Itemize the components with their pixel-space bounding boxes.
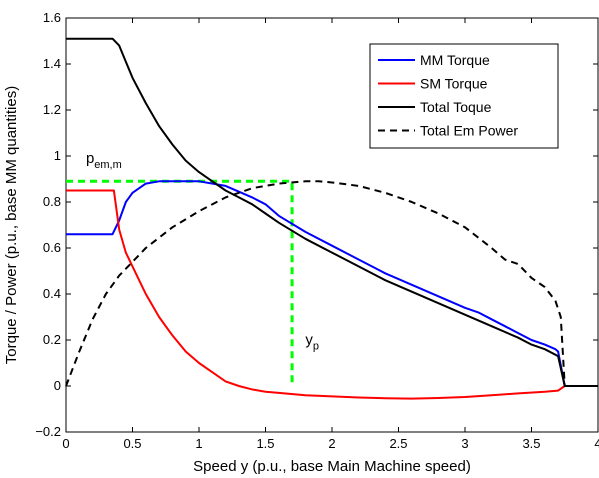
legend-label: Total Em Power <box>420 123 518 139</box>
annotation-yp-sub: p <box>313 341 319 353</box>
x-tick-label: 0 <box>62 436 69 451</box>
tick-labels: 0 0.5 1 1.5 2 2.5 3 3.5 4−0.200.20.40.60.811.21.… <box>35 10 599 451</box>
y-tick-label: 0.8 <box>43 194 61 209</box>
x-axis-label: Speed y (p.u., base Main Machine speed) <box>193 458 471 475</box>
y-tick-label: 1.2 <box>43 102 61 117</box>
x-tick-label: 3 <box>461 436 468 451</box>
y-axis-label: Torque / Power (p.u., base MM quantities… <box>3 86 20 364</box>
series-line-total-toque <box>66 37 598 387</box>
series-line-mm-torque <box>66 180 598 387</box>
x-tick-label: 0.5 <box>123 436 141 451</box>
y-tick-label: 1 <box>54 148 61 163</box>
x-tick-label: 1.5 <box>256 436 274 451</box>
y-tick-label: −0.2 <box>35 424 61 439</box>
y-tick-label: 1.6 <box>43 10 61 25</box>
annotation-pem: pem,m <box>86 150 122 171</box>
x-tick-label: 2.5 <box>389 436 407 451</box>
series-line-sm-torque <box>66 189 598 400</box>
legend-label: Total Toque <box>420 99 492 115</box>
annotation-yp: yp <box>305 332 319 353</box>
legend-label: SM Torque <box>420 76 488 92</box>
legend-label: MM Torque <box>420 52 490 68</box>
annotation-pem-main: p <box>86 150 94 167</box>
annotation-pem-sub: em,m <box>94 159 122 171</box>
y-tick-label: 0.6 <box>43 240 61 255</box>
legend-box <box>369 43 559 149</box>
y-tick-label: 0.4 <box>43 286 61 301</box>
series-line-total-em-power <box>65 180 598 387</box>
legend: MM Torque SM Torque Total Toque Total Em Po… <box>369 43 559 149</box>
y-tick-label: 0 <box>54 378 61 393</box>
x-tick-label: 3.5 <box>522 436 540 451</box>
x-tick-label: 4 <box>594 436 599 451</box>
series-layer <box>65 37 598 400</box>
x-tick-label: 2 <box>328 436 335 451</box>
ticks-layer <box>65 17 599 433</box>
x-tick-label: 1 <box>195 436 202 451</box>
annotation-yp-main: y <box>305 332 313 349</box>
annotation-dashed-line <box>66 179 294 386</box>
legend-entries: MM Torque SM Torque Total Toque Total Em Po… <box>378 52 518 139</box>
y-tick-label: 1.4 <box>43 56 61 71</box>
y-tick-label: 0.2 <box>43 332 61 347</box>
annotation-lines <box>66 179 294 386</box>
